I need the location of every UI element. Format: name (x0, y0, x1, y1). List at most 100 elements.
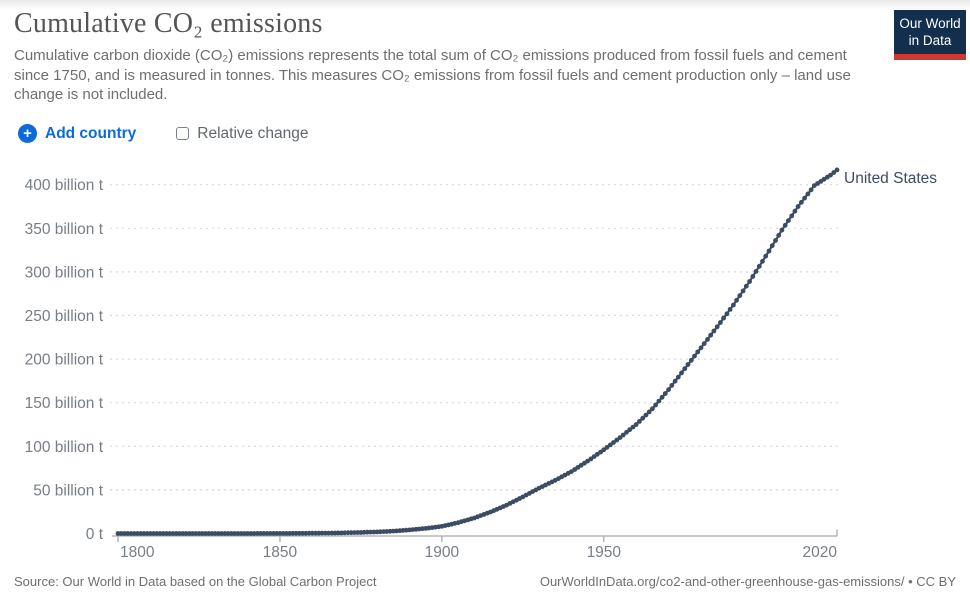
series-marker[interactable] (789, 213, 795, 219)
series-marker[interactable] (747, 279, 752, 284)
series-marker[interactable] (309, 530, 315, 536)
series-marker[interactable] (640, 415, 646, 421)
series-marker[interactable] (679, 370, 684, 376)
series-marker[interactable] (786, 218, 791, 224)
series-marker[interactable] (203, 531, 208, 536)
series-marker[interactable] (721, 315, 726, 321)
series-marker[interactable] (769, 243, 775, 249)
series-marker[interactable] (795, 204, 801, 209)
series-marker[interactable] (151, 531, 157, 536)
owid-logo[interactable]: Our World in Data (894, 10, 966, 60)
series-marker[interactable] (209, 531, 215, 536)
series-marker[interactable] (643, 412, 649, 418)
series-marker[interactable] (682, 366, 688, 372)
series-marker[interactable] (714, 324, 720, 330)
series-marker[interactable] (225, 531, 231, 536)
series-marker[interactable] (656, 398, 662, 404)
series-marker[interactable] (766, 248, 772, 254)
series-marker[interactable] (711, 328, 717, 334)
series-marker[interactable] (662, 391, 668, 396)
series-marker[interactable] (708, 332, 714, 338)
series-marker[interactable] (177, 531, 182, 536)
series-marker[interactable] (805, 191, 811, 197)
series-marker[interactable] (782, 222, 788, 228)
series-marker[interactable] (135, 531, 140, 536)
series-marker[interactable] (779, 227, 785, 233)
series-marker[interactable] (219, 531, 225, 536)
series-marker[interactable] (763, 253, 769, 259)
series-marker[interactable] (799, 199, 804, 205)
series-marker[interactable] (284, 531, 289, 536)
series-marker[interactable] (685, 362, 691, 367)
series-marker[interactable] (650, 406, 655, 412)
series-marker[interactable] (760, 258, 765, 264)
series-marker[interactable] (193, 531, 199, 536)
series-marker[interactable] (118, 531, 124, 536)
series-marker[interactable] (743, 283, 749, 289)
line-chart[interactable]: 0 t 50 billion t 100 billion t 150 billion … (0, 158, 970, 568)
series-marker[interactable] (698, 345, 704, 351)
series-marker[interactable] (727, 307, 733, 312)
x-axis-tick-label: 1850 (263, 544, 298, 561)
series-marker[interactable] (776, 232, 782, 238)
series-marker[interactable] (335, 530, 341, 536)
relative-change-toggle[interactable]: Relative change (176, 125, 308, 143)
series-marker[interactable] (753, 269, 759, 274)
series-marker[interactable] (319, 530, 325, 536)
series-marker[interactable] (692, 353, 697, 359)
series-marker[interactable] (831, 170, 837, 175)
series-marker[interactable] (808, 187, 814, 193)
series-marker[interactable] (659, 394, 665, 400)
series-marker[interactable] (160, 531, 166, 536)
series-marker[interactable] (144, 531, 150, 536)
series-marker[interactable] (834, 167, 840, 173)
series-marker[interactable] (617, 435, 623, 440)
series-marker[interactable] (611, 440, 616, 445)
series-line[interactable] (118, 169, 838, 535)
series-marker[interactable] (802, 195, 807, 201)
series-marker[interactable] (167, 531, 173, 536)
series-marker[interactable] (653, 402, 658, 408)
series-marker[interactable] (183, 531, 189, 536)
series-marker[interactable] (245, 531, 250, 536)
series-marker[interactable] (792, 208, 798, 214)
series-marker[interactable] (724, 311, 730, 317)
series-marker[interactable] (669, 383, 675, 388)
series-marker[interactable] (773, 238, 778, 243)
series-marker[interactable] (695, 349, 701, 355)
series-marker[interactable] (828, 172, 833, 178)
series-marker[interactable] (624, 429, 629, 435)
series-marker[interactable] (604, 444, 610, 450)
checkbox-icon[interactable] (176, 127, 190, 140)
series-marker[interactable] (630, 424, 636, 430)
series-marker[interactable] (235, 531, 241, 536)
series-marker[interactable] (756, 263, 762, 269)
series-marker[interactable] (701, 341, 707, 346)
series-marker[interactable] (627, 427, 633, 433)
series-marker[interactable] (750, 274, 756, 279)
series-marker[interactable] (688, 357, 694, 363)
series-marker[interactable] (705, 337, 710, 342)
series-marker[interactable] (125, 531, 131, 536)
series-marker[interactable] (633, 422, 639, 427)
series-marker[interactable] (637, 419, 642, 424)
series-marker[interactable] (261, 531, 267, 536)
series-marker[interactable] (666, 387, 671, 392)
chart-subtitle: Cumulative carbon dioxide (CO₂) emission… (14, 47, 851, 103)
series-marker[interactable] (293, 530, 299, 536)
series-marker[interactable] (277, 531, 283, 536)
x-axis-tick-label: 1800 (120, 544, 155, 561)
series-label[interactable]: United States (844, 170, 937, 187)
series-marker[interactable] (740, 288, 746, 294)
series-marker[interactable] (718, 320, 723, 325)
series-marker[interactable] (675, 374, 681, 380)
series-marker[interactable] (620, 432, 626, 438)
series-marker[interactable] (737, 293, 743, 298)
series-marker[interactable] (734, 297, 739, 303)
license-link[interactable]: OurWorldInData.org/co2-and-other-greenho… (539, 574, 956, 589)
series-marker[interactable] (672, 378, 678, 384)
series-marker[interactable] (267, 531, 273, 536)
series-marker[interactable] (646, 409, 652, 415)
add-country-button[interactable]: + Add country (18, 124, 136, 143)
series-marker[interactable] (731, 302, 736, 308)
